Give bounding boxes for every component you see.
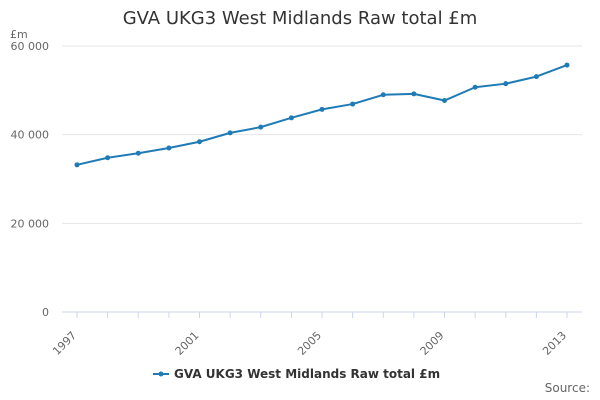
data-point [319, 106, 325, 112]
data-point [258, 124, 264, 130]
data-point [105, 155, 111, 161]
x-tick-label: 2005 [295, 329, 324, 358]
data-point [166, 145, 172, 151]
data-point [227, 130, 233, 136]
x-tick-label: 1997 [50, 329, 79, 358]
y-tick-label: 0 [42, 306, 49, 319]
y-tick-label: 20 000 [11, 217, 50, 230]
data-point [350, 101, 356, 107]
data-point [533, 74, 539, 80]
legend-marker [158, 371, 164, 377]
source-label: Source: [544, 381, 590, 395]
data-point [380, 92, 386, 98]
series-line [76, 64, 568, 166]
x-tick-label: 2009 [418, 329, 447, 358]
data-point [503, 81, 509, 87]
y-tick-label: 60 000 [11, 40, 50, 53]
data-point [564, 62, 570, 68]
chart-title: GVA UKG3 West Midlands Raw total £m [122, 8, 478, 29]
x-tick-label: 2013 [540, 329, 569, 358]
data-point [442, 98, 447, 104]
data-point [197, 139, 202, 145]
x-tick-label: 2001 [173, 329, 202, 358]
data-point [135, 150, 141, 156]
data-point [472, 84, 478, 90]
y-tick-label: 40 000 [11, 129, 50, 142]
y-axis-label: £m [10, 28, 28, 41]
data-point [411, 91, 417, 97]
data-point [288, 115, 294, 121]
legend-label: GVA UKG3 West Midlands Raw total £m [174, 367, 440, 381]
data-point [74, 162, 80, 168]
